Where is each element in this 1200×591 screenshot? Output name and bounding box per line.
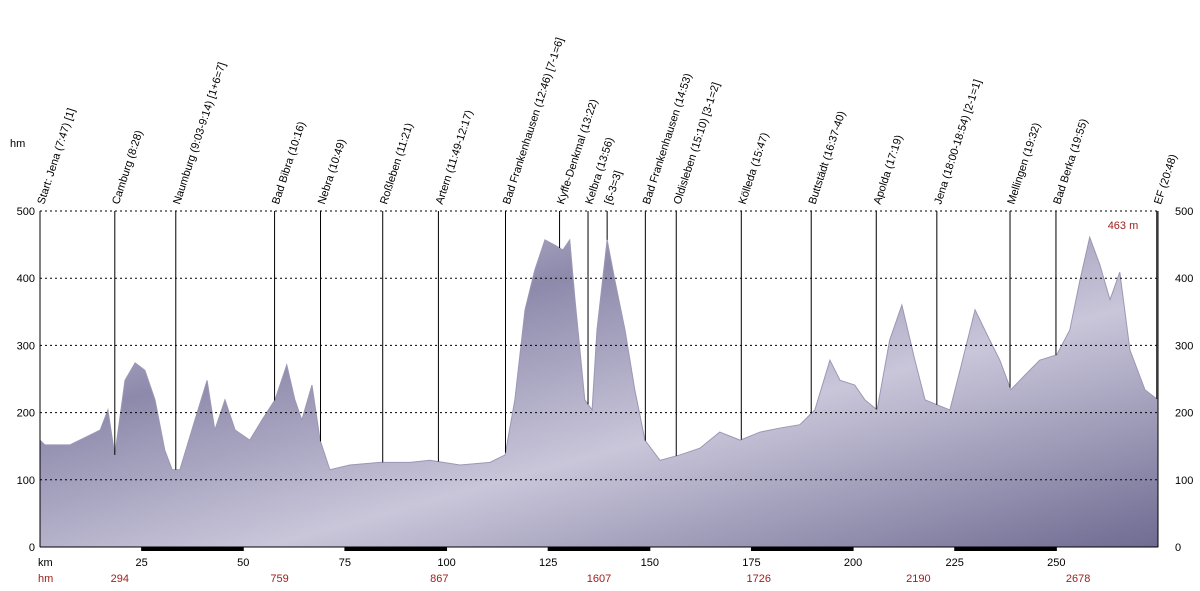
y-tick-label-right: 200: [1175, 408, 1193, 420]
axis-band: [548, 547, 650, 551]
climb-label: 2678: [1066, 573, 1090, 585]
y-axis-title: hm: [10, 138, 25, 150]
climb-label: 2190: [906, 573, 930, 585]
y-tick-label: 300: [17, 340, 35, 352]
axis-band: [751, 547, 854, 551]
axis-band: [344, 547, 447, 551]
elevation-area: [39, 235, 1159, 548]
waypoint-label: Camburg (8:28): [110, 129, 145, 206]
x-tick-label: 100: [437, 557, 455, 569]
y-tick-label: 500: [17, 206, 35, 218]
x-tick-label: 200: [844, 557, 862, 569]
y-tick-label-right: 100: [1175, 475, 1193, 487]
waypoint-label: Mellingen (19:32): [1005, 121, 1043, 206]
y-tick-label: 100: [17, 475, 35, 487]
y-tick-label: 200: [17, 408, 35, 420]
climb-label: 1726: [746, 573, 770, 585]
climb-title: hm: [38, 573, 53, 585]
y-tick-label-right: 500: [1175, 206, 1193, 218]
waypoint-label: Roßleben (11:21): [378, 122, 416, 206]
x-tick-label: 125: [539, 557, 557, 569]
waypoint-label: Nebra (10:49): [316, 138, 348, 206]
waypoint-label: Kölleda (15:47): [737, 131, 771, 206]
climb-label: 1607: [587, 573, 611, 585]
y-tick-label-right: 300: [1175, 340, 1193, 352]
x-tick-label: 225: [946, 557, 964, 569]
waypoint-label: Bad Frankenhausen (12:46) [7-1=6]: [501, 36, 566, 206]
climb-label: 759: [270, 573, 288, 585]
waypoint-label: Buttstädt (16:37-40): [807, 110, 848, 206]
y-tick-label: 0: [29, 542, 35, 554]
waypoint-label: EF (20:48): [1152, 153, 1179, 206]
waypoint-label: Artern (11:49-12:17): [434, 109, 476, 206]
waypoint-label: Bad Bibra (10:16): [270, 120, 308, 206]
x-tick-label: 50: [237, 557, 249, 569]
axis-band: [954, 547, 1057, 551]
x-tick-label: 250: [1047, 557, 1065, 569]
climb-label: 867: [430, 573, 448, 585]
x-tick-label: 150: [641, 557, 659, 569]
climb-label: 294: [111, 573, 129, 585]
peak-annotation: 463 m: [1108, 220, 1139, 232]
waypoint-label: [6-3=3]: [603, 169, 625, 206]
y-tick-label-right: 0: [1175, 542, 1181, 554]
waypoint-label: Apolda (17:19): [872, 134, 906, 206]
waypoint-label: Start: Jena (7:47) [1]: [35, 107, 77, 206]
axis-band: [141, 547, 244, 551]
x-axis-title: km: [38, 557, 53, 569]
x-tick-label: 25: [136, 557, 148, 569]
x-tick-label: 75: [339, 557, 351, 569]
waypoint-label: Naumburg (9:03-9:14) [1+6=7]: [171, 61, 228, 206]
waypoint-label: Jena (18:00-18:54) [2-1=1]: [932, 78, 984, 206]
waypoint-label: Bad Berka (19:55): [1051, 117, 1090, 206]
y-tick-label-right: 400: [1175, 273, 1193, 285]
x-tick-label: 175: [742, 557, 760, 569]
y-tick-label: 400: [17, 273, 35, 285]
